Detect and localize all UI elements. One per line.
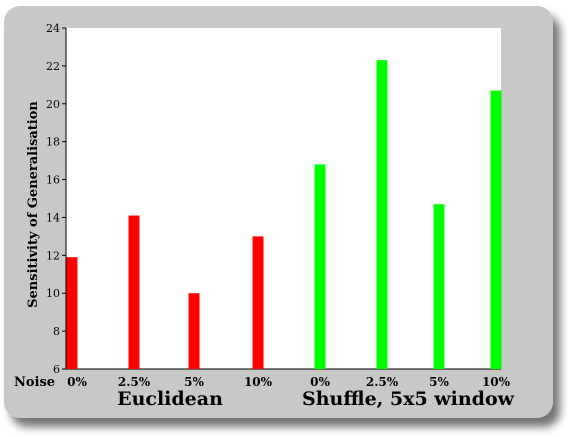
y-tick-label: 24 xyxy=(46,22,60,35)
x-tick-label: 5% xyxy=(429,375,449,389)
x-tick-label: 2.5% xyxy=(366,375,399,389)
bar-euclidean-1 xyxy=(128,215,140,369)
group-label-euclidean: Euclidean xyxy=(117,388,223,410)
bar-euclidean-0 xyxy=(66,257,78,369)
y-tick-label: 18 xyxy=(46,136,60,149)
y-tick-label: 10 xyxy=(46,287,60,300)
x-tick-label: 10% xyxy=(482,375,511,389)
bar-shuffle-0 xyxy=(314,164,326,369)
x-axis-labels: 0% 2.5% 5% 10% 0% 2.5% 5% 10% xyxy=(67,375,511,389)
y-tick-label: 16 xyxy=(46,174,60,187)
bars xyxy=(66,60,502,370)
y-tick-label: 14 xyxy=(46,211,60,224)
bar-shuffle-2 xyxy=(433,204,445,369)
group-label-shuffle: Shuffle, 5x5 window xyxy=(302,388,515,410)
x-tick-label: 5% xyxy=(184,375,204,389)
y-axis-label: Sensitivity of Generalisation xyxy=(26,101,41,308)
x-tick-label: 0% xyxy=(310,375,330,389)
x-axis-prefix-label: Noise xyxy=(14,375,55,390)
bar-euclidean-2 xyxy=(188,293,200,369)
bar-euclidean-3 xyxy=(252,236,264,369)
x-tick-label: 2.5% xyxy=(118,375,151,389)
y-tick-label: 20 xyxy=(46,98,60,111)
x-tick-label: 10% xyxy=(244,375,273,389)
y-tick-label: 22 xyxy=(46,60,60,73)
bar-shuffle-1 xyxy=(376,60,388,369)
y-tick-label: 8 xyxy=(53,325,60,338)
y-axis: 6 8 10 12 14 16 18 20 22 24 xyxy=(46,22,501,376)
y-tick-label: 6 xyxy=(53,363,60,376)
x-tick-label: 0% xyxy=(67,375,87,389)
y-tick-label: 12 xyxy=(46,249,60,262)
bar-shuffle-3 xyxy=(490,90,502,370)
